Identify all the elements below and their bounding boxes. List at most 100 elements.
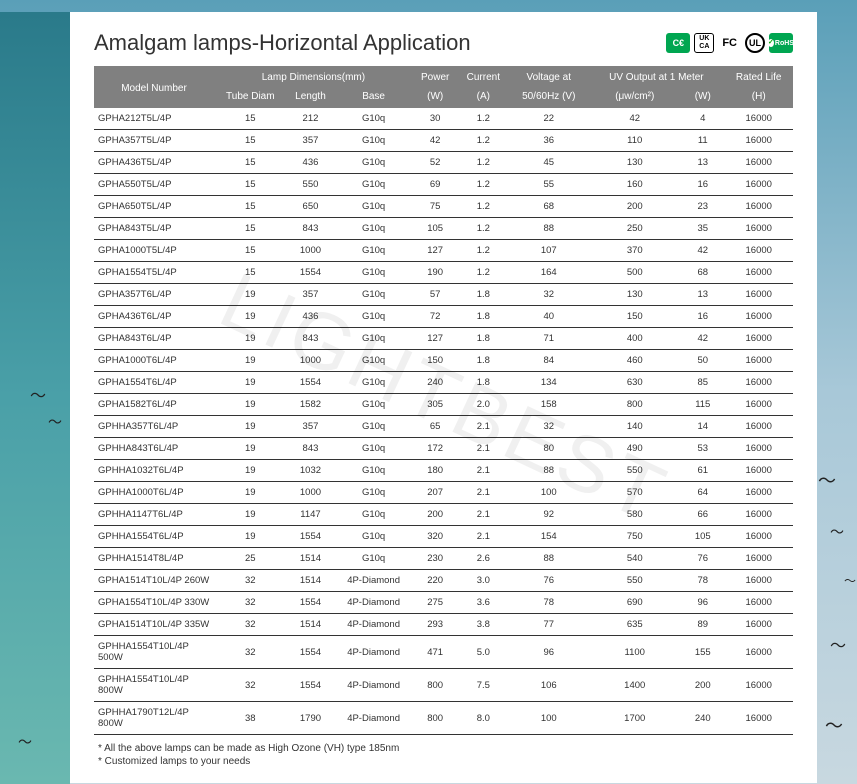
value-cell: 16000: [724, 636, 793, 669]
table-row: GPHA357T6L/4P19357G10q571.8321301316000: [94, 284, 793, 306]
value-cell: 1.2: [458, 174, 510, 196]
value-cell: 1582: [287, 394, 335, 416]
value-cell: 19: [214, 482, 287, 504]
certification-icons: C€ UKCA FC UL RoHS: [666, 33, 793, 53]
table-row: GPHA212T5L/4P15212G10q301.22242416000: [94, 108, 793, 130]
value-cell: 14: [681, 416, 724, 438]
value-cell: 1700: [588, 702, 681, 735]
value-cell: 32: [214, 570, 287, 592]
value-cell: 32: [214, 614, 287, 636]
value-cell: 357: [287, 284, 335, 306]
table-row: GPHA436T6L/4P19436G10q721.8401501616000: [94, 306, 793, 328]
value-cell: 19: [214, 284, 287, 306]
value-cell: 106: [509, 669, 588, 702]
value-cell: 80: [509, 438, 588, 460]
value-cell: 64: [681, 482, 724, 504]
value-cell: 19: [214, 328, 287, 350]
col-header: Rated Life: [724, 66, 793, 87]
value-cell: 155: [681, 636, 724, 669]
value-cell: G10q: [334, 284, 412, 306]
value-cell: 16000: [724, 350, 793, 372]
value-cell: 16000: [724, 614, 793, 636]
value-cell: 19: [214, 526, 287, 548]
value-cell: 130: [588, 284, 681, 306]
value-cell: 4P-Diamond: [334, 592, 412, 614]
value-cell: 2.6: [458, 548, 510, 570]
value-cell: 16000: [724, 482, 793, 504]
value-cell: 1.2: [458, 130, 510, 152]
value-cell: 3.6: [458, 592, 510, 614]
value-cell: 4P-Diamond: [334, 669, 412, 702]
value-cell: 8.0: [458, 702, 510, 735]
value-cell: 4: [681, 108, 724, 130]
value-cell: 61: [681, 460, 724, 482]
value-cell: 42: [681, 240, 724, 262]
value-cell: 68: [509, 196, 588, 218]
value-cell: 85: [681, 372, 724, 394]
value-cell: 220: [413, 570, 458, 592]
model-cell: GPHA1554T5L/4P: [94, 262, 214, 284]
value-cell: 15: [214, 262, 287, 284]
value-cell: 40: [509, 306, 588, 328]
value-cell: 200: [588, 196, 681, 218]
value-cell: 16000: [724, 526, 793, 548]
value-cell: 16000: [724, 669, 793, 702]
value-cell: 13: [681, 284, 724, 306]
value-cell: 4P-Diamond: [334, 636, 412, 669]
value-cell: G10q: [334, 482, 412, 504]
model-cell: GPHHA1514T8L/4P: [94, 548, 214, 570]
model-cell: GPHHA1147T6L/4P: [94, 504, 214, 526]
model-cell: GPHA357T6L/4P: [94, 284, 214, 306]
value-cell: 19: [214, 504, 287, 526]
col-header: UV Output at 1 Meter: [588, 66, 724, 87]
value-cell: 1400: [588, 669, 681, 702]
value-cell: 52: [413, 152, 458, 174]
value-cell: 150: [413, 350, 458, 372]
value-cell: 127: [413, 240, 458, 262]
value-cell: 88: [509, 460, 588, 482]
value-cell: 23: [681, 196, 724, 218]
value-cell: 436: [287, 152, 335, 174]
value-cell: 490: [588, 438, 681, 460]
value-cell: 1554: [287, 669, 335, 702]
model-cell: GPHA1514T10L/4P 335W: [94, 614, 214, 636]
model-cell: GPHA1514T10L/4P 260W: [94, 570, 214, 592]
value-cell: 76: [509, 570, 588, 592]
value-cell: 16000: [724, 152, 793, 174]
value-cell: 800: [588, 394, 681, 416]
value-cell: 550: [287, 174, 335, 196]
value-cell: 16000: [724, 174, 793, 196]
value-cell: 180: [413, 460, 458, 482]
value-cell: 15: [214, 152, 287, 174]
value-cell: 1554: [287, 636, 335, 669]
model-cell: GPHHA1000T6L/4P: [94, 482, 214, 504]
value-cell: 16000: [724, 394, 793, 416]
value-cell: 16000: [724, 504, 793, 526]
model-cell: GPHHA1554T10L/4P 500W: [94, 636, 214, 669]
value-cell: 75: [413, 196, 458, 218]
table-row: GPHA1554T6L/4P191554G10q2401.81346308516…: [94, 372, 793, 394]
page-card: LIGHTBEST Amalgam lamps-Horizontal Appli…: [70, 12, 817, 783]
value-cell: 134: [509, 372, 588, 394]
value-cell: 16000: [724, 416, 793, 438]
value-cell: 65: [413, 416, 458, 438]
value-cell: 16000: [724, 284, 793, 306]
footnote-2: * Customized lamps to your needs: [94, 756, 793, 767]
table-row: GPHA843T6L/4P19843G10q1271.8714004216000: [94, 328, 793, 350]
fcc-icon: FC: [718, 33, 741, 53]
model-cell: GPHA843T5L/4P: [94, 218, 214, 240]
value-cell: 16000: [724, 108, 793, 130]
value-cell: 1.2: [458, 240, 510, 262]
value-cell: 158: [509, 394, 588, 416]
value-cell: G10q: [334, 460, 412, 482]
value-cell: 3.8: [458, 614, 510, 636]
value-cell: 71: [509, 328, 588, 350]
value-cell: 16000: [724, 372, 793, 394]
value-cell: G10q: [334, 328, 412, 350]
col-subheader: (A): [458, 87, 510, 108]
value-cell: 32: [214, 592, 287, 614]
value-cell: 1147: [287, 504, 335, 526]
value-cell: 55: [509, 174, 588, 196]
ukca-icon: UKCA: [694, 33, 714, 53]
col-header: Voltage at: [509, 66, 588, 87]
